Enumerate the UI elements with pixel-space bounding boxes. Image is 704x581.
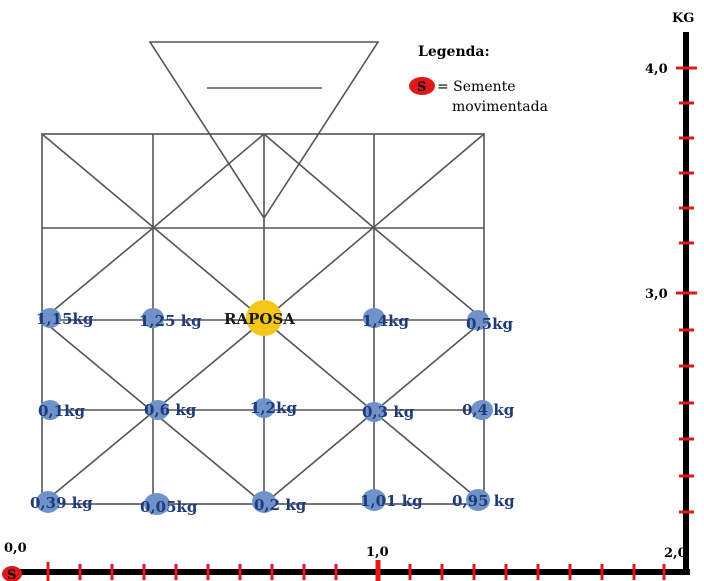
y-tick-label-4: 4,0	[645, 62, 668, 77]
node-label: 1,25 kg	[139, 312, 202, 330]
fox-piece[interactable]	[246, 300, 282, 336]
node[interactable]	[363, 308, 385, 328]
node[interactable]	[471, 400, 493, 420]
node[interactable]	[252, 491, 276, 513]
node[interactable]	[466, 489, 490, 511]
x-tick-label-2: 2,0	[664, 546, 687, 561]
node-label: 0,5kg	[466, 315, 513, 333]
origin-seed-symbol	[2, 566, 22, 581]
node[interactable]	[147, 400, 169, 420]
node[interactable]	[144, 493, 170, 515]
node-label: 1,2kg	[250, 399, 297, 417]
fox-label: RAPOSA	[224, 310, 295, 328]
seed-symbol	[409, 77, 435, 95]
node[interactable]	[142, 308, 164, 328]
origin-seed-letter: S	[7, 568, 16, 581]
node-label: 0,6 kg	[144, 401, 197, 419]
x-tick-label-1: 1,0	[366, 545, 389, 560]
y-tick-label-3: 3,0	[645, 287, 668, 302]
node[interactable]	[363, 402, 385, 422]
node-label: 0,1kg	[38, 402, 85, 420]
node[interactable]	[39, 308, 61, 328]
node[interactable]	[467, 310, 489, 330]
x-ticks	[46, 560, 666, 581]
y-ticks	[676, 66, 697, 514]
node-label: 0,05kg	[140, 498, 198, 516]
seed-symbol-letter: S	[417, 80, 426, 95]
board-nodes	[36, 308, 493, 515]
legend: Legenda: S = Semente movimentada	[409, 44, 548, 115]
legend-title: Legenda:	[418, 44, 490, 60]
node[interactable]	[253, 398, 275, 418]
node-label: 0,3 kg	[362, 403, 415, 421]
node-label: 1,15kg	[36, 310, 94, 328]
node-label: 0,4 kg	[462, 401, 515, 419]
legend-line-2: movimentada	[452, 99, 548, 115]
node-label: 1,4kg	[362, 312, 409, 330]
node[interactable]	[36, 491, 60, 513]
node-label: 1,01 kg	[360, 492, 423, 510]
node[interactable]	[39, 400, 61, 420]
y-axis-unit: KG	[672, 11, 694, 26]
x-tick-label-0: 0,0	[4, 541, 27, 556]
node-labels: 1,15kg 1,25 kg RAPOSA 1,4kg 0,5kg 0,1kg …	[30, 310, 515, 516]
node-label: 0,2 kg	[254, 496, 307, 514]
node-label: 0,95 kg	[452, 492, 515, 510]
node-label: 0,39 kg	[30, 494, 93, 512]
legend-line-1: = Semente	[437, 79, 516, 95]
board-lines	[41, 41, 485, 505]
board-top-triangle	[148, 41, 380, 220]
axes: S KG 4,0 3,0 0,0 1,0 2,0	[2, 11, 697, 581]
node[interactable]	[362, 489, 386, 511]
